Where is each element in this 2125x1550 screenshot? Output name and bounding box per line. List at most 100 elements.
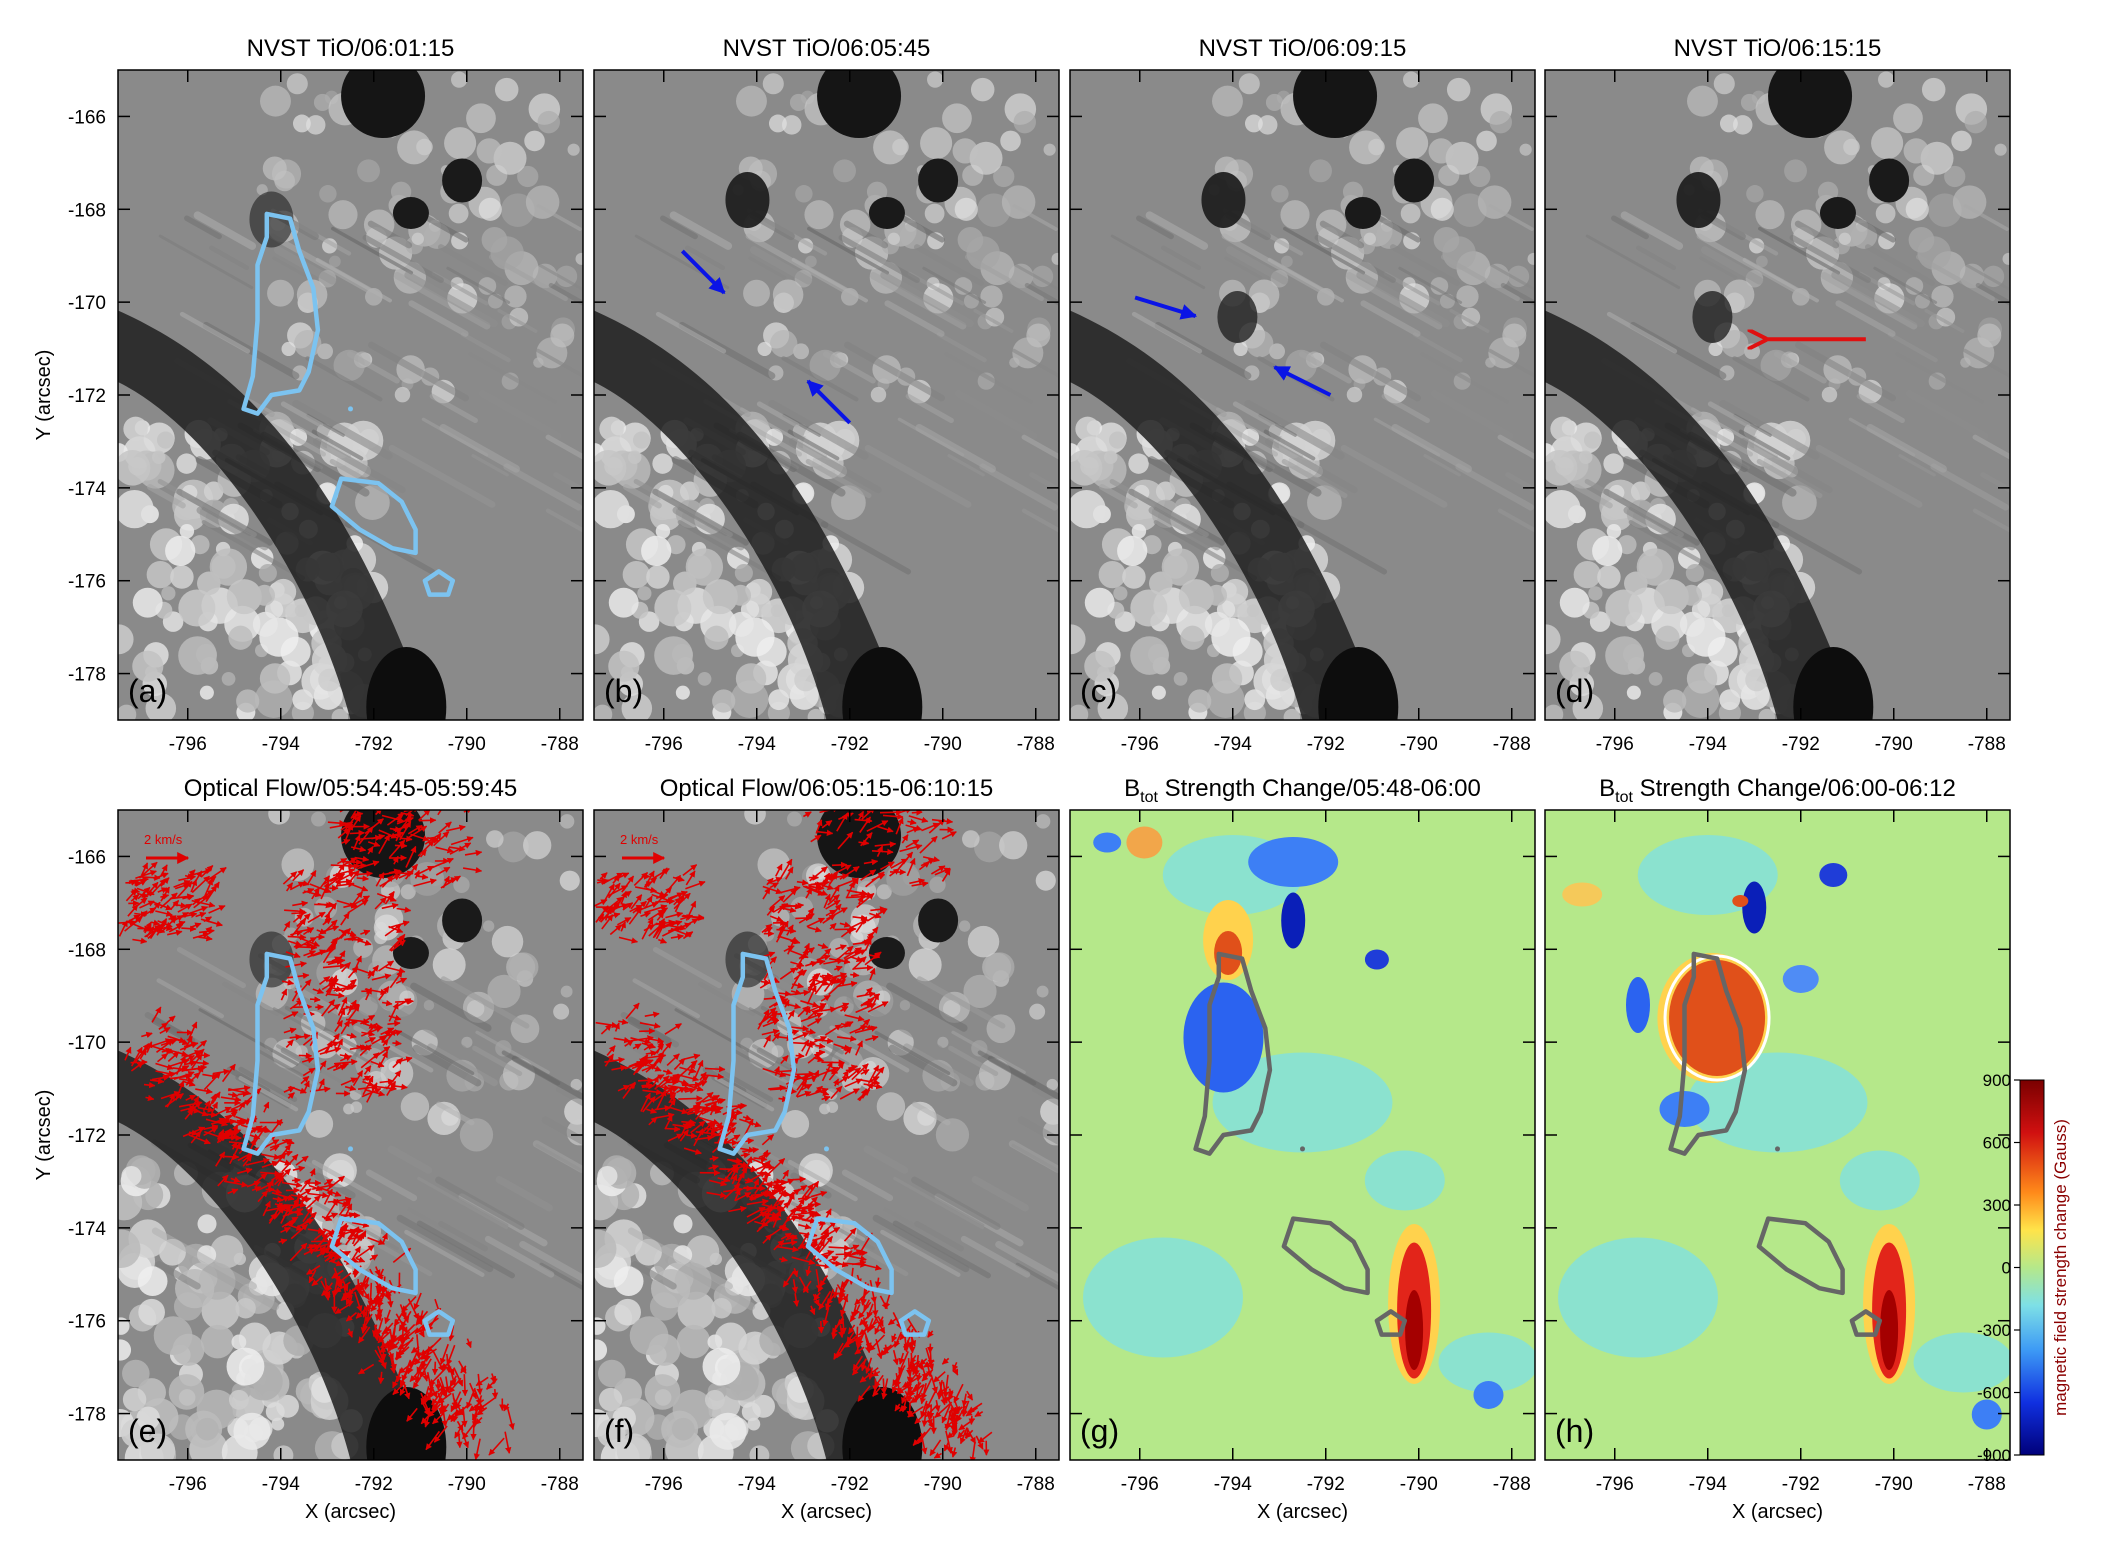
panel-c-pore <box>1201 172 1245 228</box>
panel-f-granule <box>787 812 802 827</box>
panel-a-granule <box>152 451 166 465</box>
panel-e-flow-vector <box>292 1007 311 1008</box>
panel-f-granule <box>1036 871 1056 891</box>
panel-d-granule <box>1605 589 1642 626</box>
panel-d-granule <box>1584 431 1601 448</box>
panel-f-scale-label: 2 km/s <box>620 832 659 847</box>
panel-a-granule <box>228 626 252 650</box>
panel-a-granule <box>147 561 174 588</box>
panel-g-label: (g) <box>1080 1413 1119 1449</box>
panel-c-xtick-label: -796 <box>1121 734 1159 755</box>
panel-a-xtick-label: -796 <box>169 734 207 755</box>
panel-g-patch-blue <box>1183 983 1263 1093</box>
panel-g-patch-positive <box>1405 1290 1423 1370</box>
panel-a-granule <box>466 103 496 133</box>
panel-e-granule <box>353 938 373 958</box>
panel-c-granule <box>1456 285 1478 307</box>
panel-e-granule <box>235 1298 255 1318</box>
panel-g-title: Btot Strength Change/05:48-06:00 <box>1124 775 1481 806</box>
panel-f-flow-vector <box>667 1093 676 1094</box>
panel-e-granule <box>433 948 466 981</box>
panel-b-granule <box>591 490 629 528</box>
colorbar-tick-label: 600 <box>1983 1134 2011 1153</box>
panel-h-xlabel: X (arcsec) <box>1732 1501 1823 1523</box>
panel-f-granule <box>744 803 766 825</box>
panel-b-granule <box>623 561 650 588</box>
panel-e-granule <box>560 871 580 891</box>
panel-a-ytick-label: -168 <box>68 200 106 221</box>
panel-c-granule <box>1205 612 1230 637</box>
panel-d-granule <box>1550 417 1574 441</box>
panel-c-granule <box>1528 253 1540 265</box>
panel-c-granule <box>1109 431 1126 448</box>
panel-g-patch-blue <box>1093 833 1121 853</box>
panel-e-flow-vector <box>144 1085 155 1086</box>
panel-e-flow-vector <box>181 928 196 929</box>
panel-e-flow-vector <box>401 838 412 839</box>
panel-g-xtick-label: -790 <box>1400 1474 1438 1495</box>
panel-c-granule <box>1401 204 1421 224</box>
panel-e-contour-dot <box>348 1146 353 1151</box>
panel-c-granule <box>1309 159 1332 182</box>
panel-f-flow-vector <box>910 1402 911 1417</box>
panel-f-granule <box>963 975 996 1008</box>
panel-b-granule <box>758 342 772 356</box>
panel-c-granule <box>1520 144 1532 156</box>
panel-b-xtick-label: -792 <box>831 734 869 755</box>
panel-e-pore <box>442 899 482 943</box>
panel-f-contour-dot <box>824 1146 829 1151</box>
panel-b-granule <box>804 200 833 229</box>
panel-d-granule <box>2003 253 2015 265</box>
panel-g-patch-blue <box>1248 837 1338 887</box>
panel-f-granule <box>757 848 790 881</box>
panel-f-flow-vector <box>796 1056 805 1057</box>
panel-f-granule <box>711 1298 731 1318</box>
panel-f-title: Optical Flow/06:05:15-06:10:15 <box>660 775 994 802</box>
panel-d-granule <box>1714 73 1735 94</box>
panel-e-granule <box>122 1360 150 1388</box>
panel-e-granule <box>509 952 538 981</box>
panel-e-flow-vector <box>349 1022 357 1023</box>
panel-c-granule <box>1128 453 1148 473</box>
panel-e-granule <box>487 975 520 1008</box>
panel-e-granule <box>486 830 504 848</box>
panel-h-patch-blue <box>1626 977 1650 1033</box>
panel-h-patch-positive <box>1880 1290 1898 1370</box>
panel-f-flow-vector <box>883 1378 884 1394</box>
panel-e-flow-vector <box>197 1055 209 1056</box>
panel-d-granule <box>1680 612 1705 637</box>
panel-f-granule <box>710 1253 722 1265</box>
panel-a-granule <box>254 585 275 606</box>
panel-e-flow-vector <box>197 1063 209 1064</box>
panel-a-granule <box>444 127 476 159</box>
panel-a-granule <box>115 450 151 486</box>
panel-f-granule <box>749 1445 769 1465</box>
panel-c-pore <box>1345 197 1381 229</box>
panel-e-granule <box>351 1101 363 1113</box>
panel-b-granule <box>712 689 735 712</box>
panel-e-granule <box>523 831 551 859</box>
panel-h-patch-blue <box>1819 863 1847 887</box>
panel-h-xtick-label: -794 <box>1689 1474 1727 1495</box>
panel-a-granule <box>287 73 308 94</box>
panel-c-granule <box>1429 138 1454 163</box>
panel-f-label: (f) <box>604 1413 634 1449</box>
panel-f-flow-vector <box>743 1188 752 1189</box>
panel-c-granule <box>1188 689 1211 712</box>
panel-f-granule <box>936 1118 969 1151</box>
panel-e-granule <box>460 1118 493 1151</box>
panel-d-granule <box>1822 387 1837 402</box>
panel-e-flow-vector <box>370 1283 371 1306</box>
panel-b-granule <box>729 612 754 637</box>
panel-c-granule <box>1085 588 1115 618</box>
panel-d-granule <box>1746 185 1763 202</box>
panel-b-granule <box>609 588 639 618</box>
panel-b-pore <box>918 159 958 203</box>
panel-a-title: NVST TiO/06:01:15 <box>247 35 455 62</box>
panel-b-label: (b) <box>604 673 643 709</box>
panel-f-flow-vector <box>880 812 902 813</box>
panel-a-granule <box>176 453 196 473</box>
panel-c-granule <box>1284 709 1301 726</box>
panel-e-granule <box>483 920 494 931</box>
